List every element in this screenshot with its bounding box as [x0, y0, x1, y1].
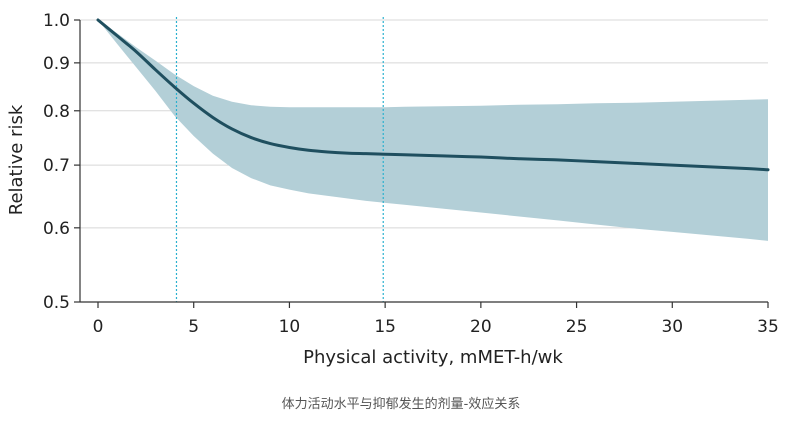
figure-caption: 体力活动水平与抑郁发生的剂量-效应关系	[281, 397, 521, 412]
y-tick-label-2: 0.7	[43, 156, 70, 176]
relative-risk-line	[96, 18, 770, 172]
y-tick-label-4: 0.9	[43, 54, 70, 74]
x-tick-label-6: 30	[661, 317, 683, 337]
y-axis-title: Relative risk	[6, 104, 27, 215]
x-tick-label-7: 35	[757, 317, 779, 337]
x-tick-label-0: 0	[93, 317, 104, 337]
x-axis-title: Physical activity, mMET-h/wk	[303, 347, 563, 368]
confidence-band	[98, 20, 768, 241]
x-tick-label-3: 15	[374, 317, 396, 337]
x-tick-label-1: 5	[188, 317, 199, 337]
reference-lines	[175, 17, 384, 302]
y-tick-label-5: 1.0	[43, 11, 70, 31]
y-tick-label-0: 0.5	[43, 293, 70, 313]
y-tick-label-3: 0.8	[43, 102, 70, 122]
x-ticks: 0 5 10 15 20 25 30 35	[93, 302, 779, 337]
x-tick-label-4: 20	[470, 317, 492, 337]
y-ticks: 0.5 0.6 0.7 0.8 0.9 1.0	[43, 11, 80, 313]
x-tick-label-5: 25	[566, 317, 588, 337]
y-tick-label-1: 0.6	[43, 219, 70, 239]
x-tick-label-2: 10	[279, 317, 301, 337]
